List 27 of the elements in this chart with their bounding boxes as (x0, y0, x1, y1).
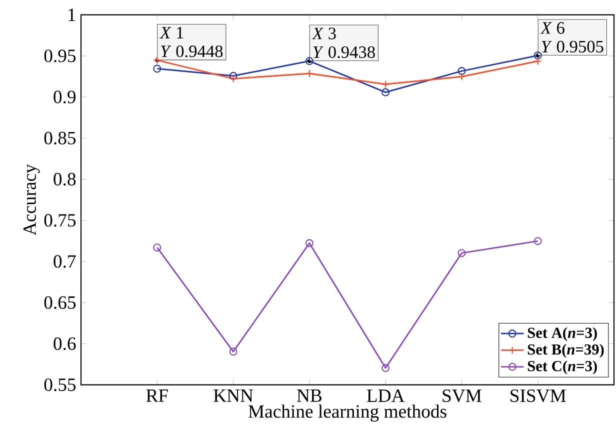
annotation: X 6 (540, 22, 564, 34)
x-tick-label: SVM (442, 390, 482, 402)
x-tick-label: KNN (214, 390, 254, 402)
y-tick-label: 0.55 (44, 378, 76, 392)
annotation: Y 0.9448 (161, 45, 223, 58)
y-tick-label: 0.85 (44, 132, 76, 144)
annotation: Y 0.9505 (542, 40, 604, 53)
y-tick-label: 0.75 (44, 214, 76, 227)
x-tick-label: SISVM (510, 390, 566, 402)
x-tick-label: RF (146, 390, 168, 402)
y-tick-label: 0.9 (54, 90, 76, 104)
y-tick-label: 0.95 (44, 50, 76, 62)
y-tick-label: 0.8 (54, 172, 76, 186)
y-tick-label: 0.65 (44, 296, 76, 309)
x-axis-title: Machine learning methods (248, 404, 446, 422)
x-tick-label: LDA (366, 390, 405, 402)
legend-label: Set A(n=3) (528, 327, 597, 342)
y-axis-title: Accuracy (23, 164, 40, 236)
annotation: X 1 (159, 26, 184, 38)
legend-label: Set B(n=39) (528, 344, 604, 358)
y-tick-label: 0.7 (54, 255, 76, 268)
legend-label: Set C(n=3) (528, 360, 597, 374)
x-tick-label: NB (297, 390, 322, 402)
y-tick-label: 1 (68, 8, 76, 21)
y-tick-label: 0.6 (54, 337, 76, 350)
annotation: Y 0.9438 (313, 46, 375, 58)
annotation: X 3 (312, 28, 336, 40)
